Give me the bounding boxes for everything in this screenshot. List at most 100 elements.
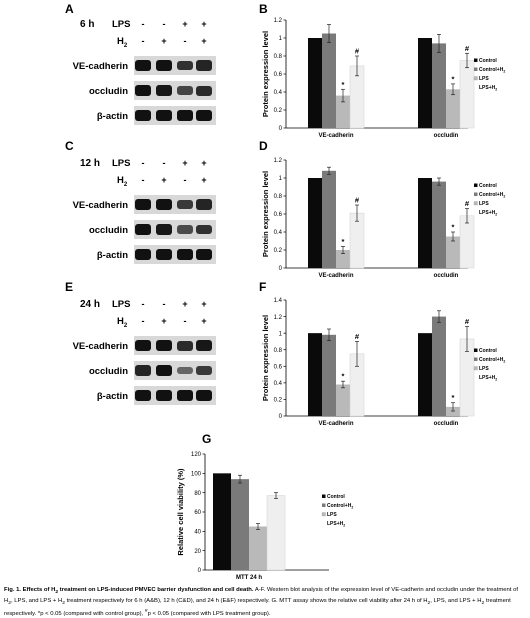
significance-mark: *: [452, 393, 455, 402]
legend-swatch: [474, 67, 478, 71]
blot-band: [156, 199, 172, 210]
blot-band: [177, 366, 193, 375]
legend-label-sub: 2: [503, 360, 505, 364]
y-axis-label: Protein expression level: [261, 171, 270, 257]
significance-mark: *: [342, 237, 345, 246]
y-tick-label: 0.2: [274, 108, 283, 114]
legend-swatch: [474, 357, 478, 361]
bar: [322, 170, 336, 268]
blot-band: [196, 85, 212, 96]
figure-caption: Fig. 1. Effects of H2 treatment on LPS-i…: [4, 587, 518, 618]
x-category-label: occludin: [434, 421, 459, 425]
legend-swatch: [473, 201, 478, 206]
western-blot-6h: 6 h LPS H2 - - + + - + - + VE-cadherin occludin β-act…: [0, 0, 250, 135]
h2-row-label: H2: [117, 316, 127, 329]
x-category-label: VE-cadherin: [318, 273, 353, 278]
h2-label-sub: 2: [123, 42, 128, 49]
legend-label-text: LPS: [479, 76, 489, 82]
y-tick-label: 80: [194, 491, 201, 497]
bar: [336, 384, 350, 416]
legend-label-text: Control: [479, 183, 497, 189]
panel-letter-a: A: [65, 2, 74, 16]
legend-label-sub: 2: [503, 195, 505, 199]
blot-band: [135, 224, 151, 235]
h2-sign: +: [161, 316, 167, 326]
x-category-label: occludin: [434, 133, 459, 138]
legend-label: LPS: [479, 76, 489, 82]
blot-strip: [134, 195, 216, 214]
bar: [446, 406, 460, 416]
significance-mark: #: [355, 196, 360, 205]
legend-label-text: Control+H: [327, 503, 352, 509]
x-category-label: occludin: [434, 273, 459, 278]
y-tick-label: 0.4: [274, 90, 283, 96]
h2-sign: -: [141, 36, 145, 46]
h2-sign: -: [183, 316, 187, 326]
blot-band: [156, 249, 172, 260]
blot-row-label: occludin: [88, 366, 128, 377]
bar: [446, 89, 460, 128]
h2-label-sub: 2: [123, 181, 128, 188]
y-tick-label: 0.6: [274, 364, 283, 370]
h2-sign: -: [141, 175, 145, 185]
blot-band: [156, 340, 172, 351]
legend-label: Control+H2: [479, 67, 505, 74]
y-tick-label: 100: [191, 472, 202, 478]
x-category-label: VE-cadherin: [318, 421, 353, 425]
lps-sign: -: [162, 158, 166, 168]
caption-title: Fig. 1. Effects of H2 treatment on LPS-i…: [4, 587, 254, 596]
y-tick-label: 0: [279, 126, 283, 132]
h2-label-sub: 2: [123, 322, 128, 329]
significance-mark: #: [465, 44, 470, 53]
time-point-label: 24 h: [80, 299, 101, 310]
x-category-label: MTT 24 h: [236, 575, 262, 580]
time-point-label: 6 h: [80, 19, 95, 30]
blot-row-label: β-actin: [96, 391, 128, 402]
y-tick-label: 0.8: [274, 194, 283, 200]
lps-sign: +: [201, 299, 207, 309]
lps-sign: -: [141, 299, 145, 309]
h2-sign: +: [201, 316, 207, 326]
blot-band: [156, 85, 172, 96]
y-tick-label: 40: [194, 530, 201, 536]
bar: [418, 333, 432, 416]
h2-label-text: H: [117, 175, 124, 186]
h2-row-label: H2: [117, 175, 127, 188]
blot-strip: [134, 81, 216, 100]
legend-swatch: [473, 76, 478, 81]
h2-label-text: H: [117, 316, 124, 327]
legend-label: Control: [479, 58, 497, 64]
y-tick-label: 0: [279, 414, 283, 420]
y-tick-label: 0: [279, 266, 283, 272]
bar: [432, 181, 446, 268]
blot-band: [196, 365, 212, 376]
western-blot-24h: 24 h LPS H2 - - + + - + - + VE-cadherin occludin β-ac…: [0, 280, 250, 415]
lps-sign: +: [182, 158, 188, 168]
bar: [432, 316, 446, 416]
legend-swatch: [474, 192, 478, 196]
bar: [418, 38, 432, 128]
legend-swatch: [321, 512, 326, 517]
lps-row-label: LPS: [112, 299, 131, 310]
blot-band: [177, 60, 193, 71]
h2-sign: -: [183, 36, 187, 46]
y-tick-label: 0.2: [274, 398, 283, 404]
bar: [336, 95, 350, 128]
blot-row-label: β-actin: [96, 111, 128, 122]
legend-label-text: Control: [327, 494, 345, 500]
blot-strip: [134, 386, 216, 405]
significance-mark: #: [355, 47, 360, 56]
blot-band: [156, 365, 172, 376]
legend-label-text: Control+H: [479, 192, 504, 198]
panel-letter-b: B: [259, 2, 268, 16]
legend-swatch: [473, 366, 478, 371]
y-tick-label: 1.2: [274, 158, 283, 164]
panel-letter-c: C: [65, 139, 74, 153]
legend-label: Control: [479, 348, 497, 354]
bar: [308, 178, 322, 268]
bar: [336, 250, 350, 268]
blot-strip: [134, 220, 216, 239]
blot-row-label: occludin: [88, 225, 128, 236]
time-point-label: 12 h: [80, 158, 101, 169]
blot-band: [177, 199, 193, 210]
